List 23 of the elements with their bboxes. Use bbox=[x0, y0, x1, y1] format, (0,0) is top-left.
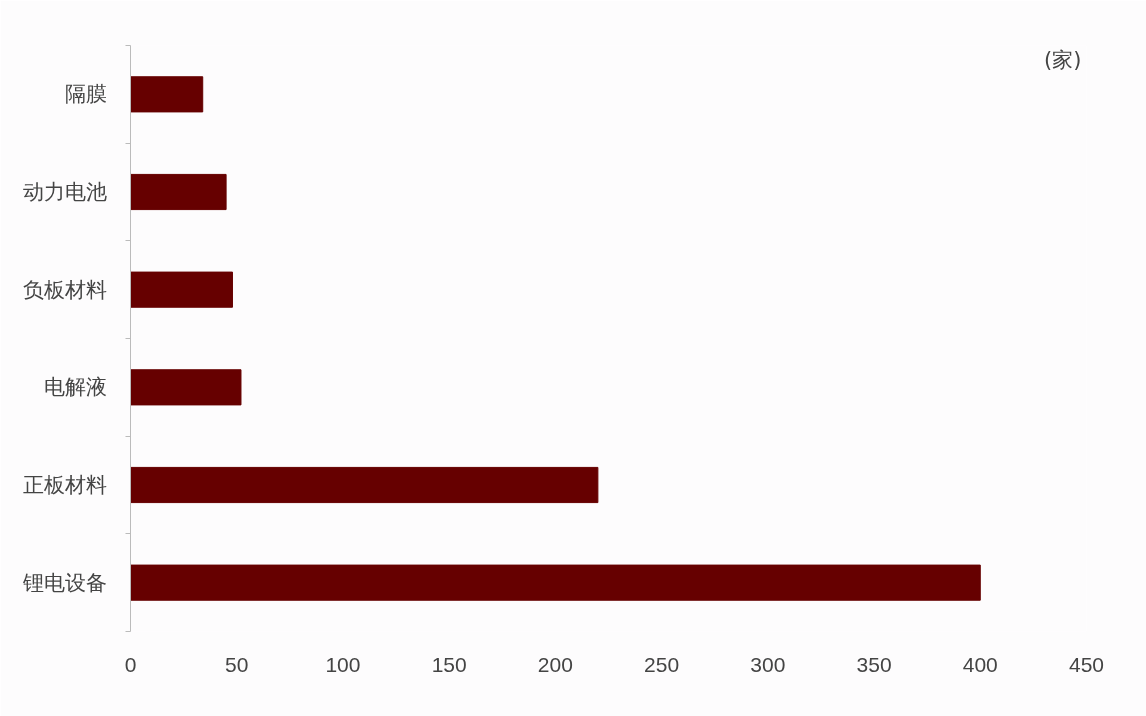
y-tick-label: 负板材料 bbox=[22, 277, 107, 302]
annotation: (家) bbox=[1044, 47, 1082, 72]
x-tick-label: 50 bbox=[225, 652, 249, 676]
y-tick-label: 动力电池 bbox=[22, 180, 107, 204]
bar bbox=[130, 369, 242, 406]
bar bbox=[130, 564, 981, 601]
y-tick-label: 电解液 bbox=[43, 375, 107, 400]
bar bbox=[130, 271, 233, 308]
bar bbox=[130, 173, 227, 211]
y-tick-label: 正板材料 bbox=[22, 473, 107, 497]
x-tick-label: 100 bbox=[325, 652, 361, 676]
y-tick-label: 隔膜 bbox=[64, 82, 107, 107]
x-tick-label: 150 bbox=[431, 652, 467, 676]
x-tick-label: 450 bbox=[1068, 652, 1105, 676]
x-tick-label: 250 bbox=[644, 652, 680, 676]
y-tick-label: 锂电设备 bbox=[21, 570, 107, 595]
x-tick-label: 0 bbox=[124, 652, 137, 676]
x-tick-label: 350 bbox=[856, 652, 892, 676]
bar bbox=[130, 76, 204, 113]
x-tick-label: 300 bbox=[750, 652, 786, 676]
bar bbox=[130, 466, 599, 504]
x-tick-label: 400 bbox=[962, 652, 998, 676]
x-tick-label: 200 bbox=[537, 652, 573, 676]
